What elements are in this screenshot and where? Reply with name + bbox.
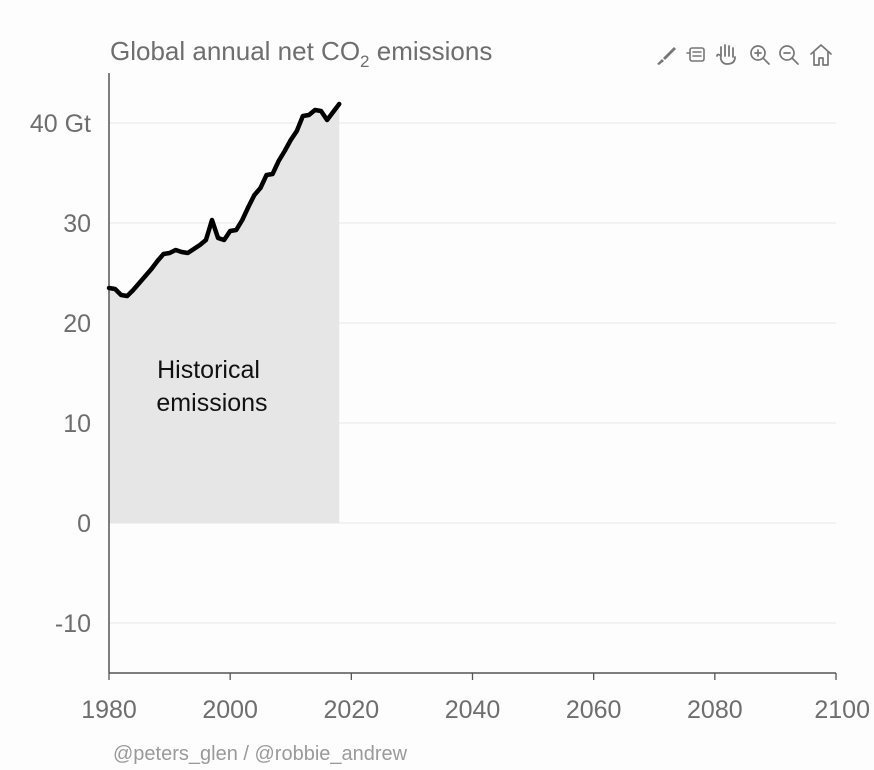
chart-title: Global annual net CO2 emissions [110,36,492,71]
x-tick-label-1980: 1980 [81,696,137,724]
chart-title-suffix: emissions [370,36,493,66]
brush-icon[interactable] [655,42,679,68]
y-tick-label-10: 10 [63,410,91,438]
series-layer [106,101,342,299]
x-tick-label-2060: 2060 [566,696,622,724]
historical-emissions-label: Historical emissions [156,356,267,417]
zoom-in-icon[interactable] [748,42,772,68]
x-tick-label-2080: 2080 [687,696,743,724]
footer-credit: @peters_glen / @robbie_andrew [113,743,408,765]
x-tick-label-2040: 2040 [445,696,501,724]
tick-labels: -10 0 10 20 30 40 Gt 1980 2000 2020 2040 2060 2080 2… [30,110,870,724]
historical-emissions-area [109,104,340,523]
y-tick-label-neg10: -10 [55,610,91,638]
zoom-out-icon[interactable] [777,42,801,68]
y-tick-label-20: 20 [63,310,91,338]
x-tick-label-2100: 2100 [814,696,870,724]
historical-emissions-line [106,101,342,299]
area-layer [109,104,340,523]
pan-hand-icon[interactable] [715,40,741,68]
y-tick-label-0: 0 [77,510,91,538]
lasso-select-icon[interactable] [686,42,710,68]
chart-title-main: Global annual net CO [110,36,360,66]
y-tick-label-40: 40 Gt [30,110,91,138]
chart-toolbar [655,40,834,70]
x-tick-label-2020: 2020 [324,696,380,724]
annotation-line-2: emissions [156,389,267,417]
chart-title-subscript: 2 [360,52,369,71]
annotation-line-1: Historical [157,356,260,384]
x-tick-label-2000: 2000 [202,696,258,724]
y-tick-label-30: 30 [63,210,91,238]
home-reset-icon[interactable] [808,42,834,70]
